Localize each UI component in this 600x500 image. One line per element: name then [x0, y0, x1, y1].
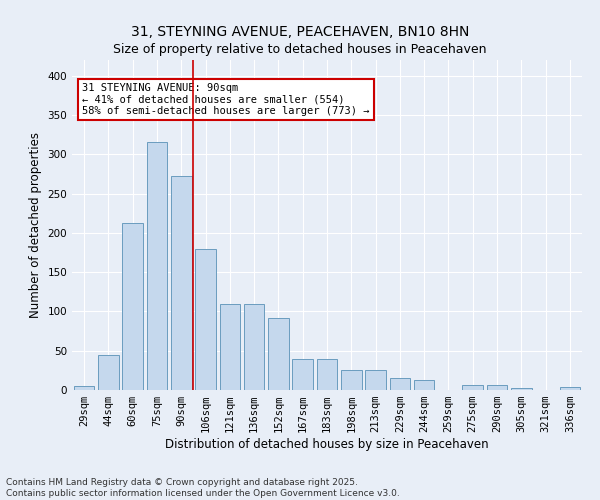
Text: Contains HM Land Registry data © Crown copyright and database right 2025.
Contai: Contains HM Land Registry data © Crown c…	[6, 478, 400, 498]
Text: 31, STEYNING AVENUE, PEACEHAVEN, BN10 8HN: 31, STEYNING AVENUE, PEACEHAVEN, BN10 8H…	[131, 25, 469, 39]
Bar	[487, 384, 508, 390]
Bar	[389, 378, 410, 390]
Y-axis label: Number of detached properties: Number of detached properties	[29, 132, 42, 318]
Bar	[195, 248, 216, 390]
Bar	[122, 222, 143, 390]
Bar	[74, 386, 94, 390]
Bar	[292, 358, 313, 390]
Bar	[244, 304, 265, 390]
Bar	[98, 354, 119, 390]
X-axis label: Distribution of detached houses by size in Peacehaven: Distribution of detached houses by size …	[165, 438, 489, 451]
Bar	[463, 384, 483, 390]
Bar	[341, 370, 362, 390]
Bar	[317, 358, 337, 390]
Bar	[146, 142, 167, 390]
Text: 31 STEYNING AVENUE: 90sqm
← 41% of detached houses are smaller (554)
58% of semi: 31 STEYNING AVENUE: 90sqm ← 41% of detac…	[82, 83, 370, 116]
Bar	[268, 318, 289, 390]
Bar	[560, 387, 580, 390]
Bar	[511, 388, 532, 390]
Bar	[365, 370, 386, 390]
Bar	[220, 304, 240, 390]
Bar	[414, 380, 434, 390]
Bar	[171, 176, 191, 390]
Text: Size of property relative to detached houses in Peacehaven: Size of property relative to detached ho…	[113, 42, 487, 56]
